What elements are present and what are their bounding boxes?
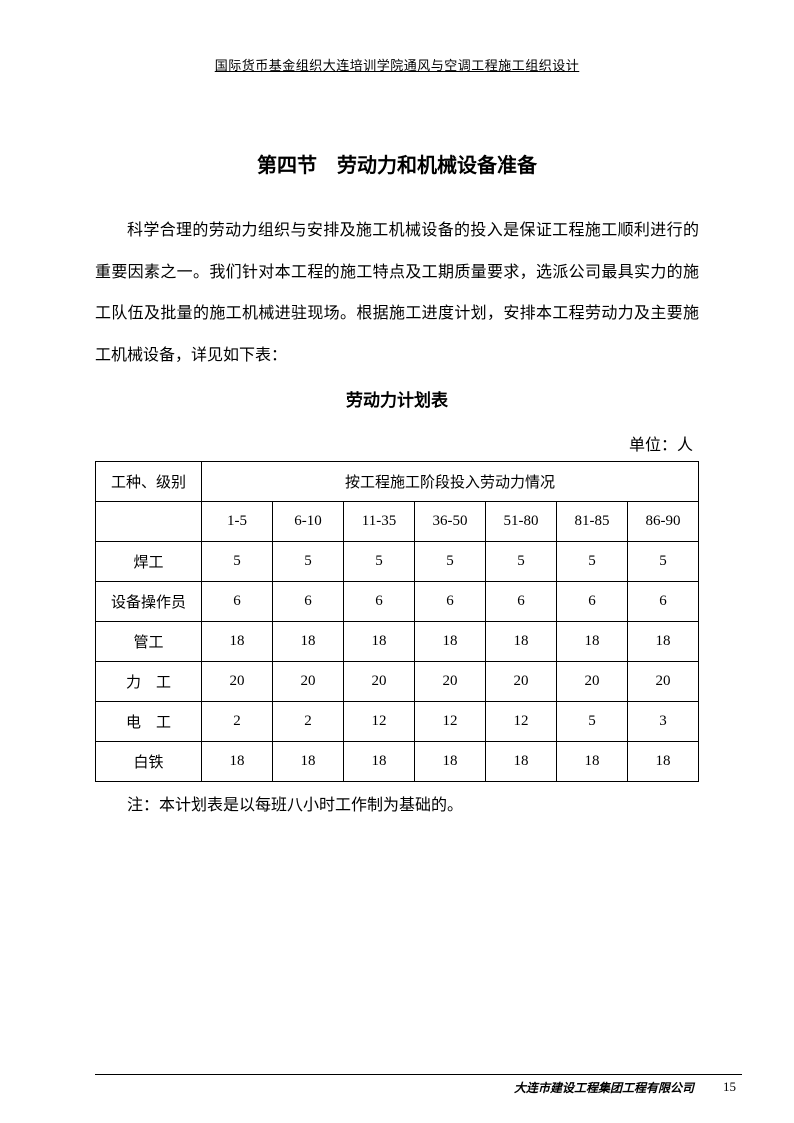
phase-col: 86-90 [628,502,699,542]
value-cell: 20 [273,662,344,702]
value-cell: 5 [344,542,415,582]
value-cell: 2 [273,702,344,742]
value-cell: 18 [486,742,557,782]
header-job: 工种、级别 [96,462,202,502]
value-cell: 5 [415,542,486,582]
job-cell: 设备操作员 [96,582,202,622]
value-cell: 3 [628,702,699,742]
table-row: 设备操作员 6 6 6 6 6 6 6 [96,582,699,622]
job-cell: 白铁 [96,742,202,782]
value-cell: 20 [202,662,273,702]
value-cell: 6 [557,582,628,622]
labor-table: 工种、级别 按工程施工阶段投入劳动力情况 1-5 6-10 11-35 36-5… [95,461,699,782]
value-cell: 18 [628,622,699,662]
unit-label: 单位：人 [95,431,699,455]
value-cell: 5 [628,542,699,582]
value-cell: 6 [344,582,415,622]
value-cell: 18 [273,742,344,782]
value-cell: 5 [273,542,344,582]
value-cell: 20 [557,662,628,702]
phase-col: 36-50 [415,502,486,542]
job-cell: 管工 [96,622,202,662]
value-cell: 6 [486,582,557,622]
value-cell: 18 [344,622,415,662]
phase-col: 81-85 [557,502,628,542]
value-cell: 12 [486,702,557,742]
value-cell: 5 [557,702,628,742]
page-footer: 大连市建设工程集团工程有限公司 15 [95,1074,742,1075]
job-cell: 力 工 [96,662,202,702]
value-cell: 20 [486,662,557,702]
table-row: 管工 18 18 18 18 18 18 18 [96,622,699,662]
value-cell: 18 [415,622,486,662]
value-cell: 5 [486,542,557,582]
phase-col: 1-5 [202,502,273,542]
value-cell: 6 [202,582,273,622]
table-title: 劳动力计划表 [95,386,699,411]
header-phase: 按工程施工阶段投入劳动力情况 [202,462,699,502]
phase-col: 51-80 [486,502,557,542]
table-note: 注：本计划表是以每班八小时工作制为基础的。 [95,790,699,822]
table-header-row-2: 1-5 6-10 11-35 36-50 51-80 81-85 86-90 [96,502,699,542]
value-cell: 12 [415,702,486,742]
table-row: 电 工 2 2 12 12 12 5 3 [96,702,699,742]
table-row: 白铁 18 18 18 18 18 18 18 [96,742,699,782]
value-cell: 2 [202,702,273,742]
body-paragraph: 科学合理的劳动力组织与安排及施工机械设备的投入是保证工程施工顺利进行的重要因素之… [95,210,699,376]
value-cell: 18 [273,622,344,662]
value-cell: 18 [557,742,628,782]
value-cell: 12 [344,702,415,742]
value-cell: 18 [344,742,415,782]
table-row: 力 工 20 20 20 20 20 20 20 [96,662,699,702]
section-title: 第四节 劳动力和机械设备准备 [95,149,699,178]
value-cell: 20 [628,662,699,702]
table-row: 焊工 5 5 5 5 5 5 5 [96,542,699,582]
value-cell: 18 [202,742,273,782]
table-header-row-1: 工种、级别 按工程施工阶段投入劳动力情况 [96,462,699,502]
value-cell: 6 [273,582,344,622]
page-number: 15 [723,1079,736,1095]
phase-col: 11-35 [344,502,415,542]
phase-col: 6-10 [273,502,344,542]
value-cell: 5 [202,542,273,582]
value-cell: 6 [415,582,486,622]
job-cell: 焊工 [96,542,202,582]
value-cell: 18 [557,622,628,662]
value-cell: 20 [344,662,415,702]
page-header: 国际货币基金组织大连培训学院通风与空调工程施工组织设计 [95,55,699,74]
value-cell: 5 [557,542,628,582]
value-cell: 18 [486,622,557,662]
value-cell: 18 [628,742,699,782]
blank-cell [96,502,202,542]
value-cell: 18 [415,742,486,782]
value-cell: 20 [415,662,486,702]
value-cell: 18 [202,622,273,662]
footer-company: 大连市建设工程集团工程有限公司 [514,1079,694,1096]
value-cell: 6 [628,582,699,622]
job-cell: 电 工 [96,702,202,742]
